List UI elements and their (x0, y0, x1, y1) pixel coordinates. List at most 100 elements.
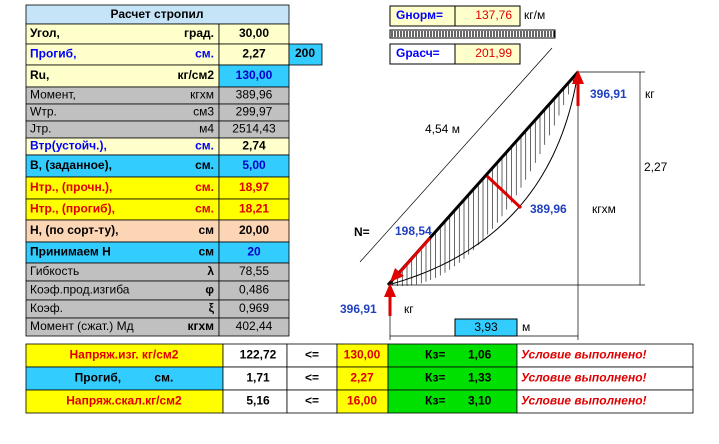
row-label: Jтр. (30, 122, 52, 136)
check-op: <= (305, 348, 319, 362)
row-label: Нтр., (прогиб), (30, 202, 115, 216)
value: 137,76 (475, 8, 512, 22)
check-status: Условие выполнено! (521, 394, 647, 408)
moment-line (485, 174, 523, 210)
value: 389,96 (530, 202, 567, 216)
label: Gнорм= (396, 8, 443, 22)
cell (516, 389, 694, 414)
row-unit: м4 (199, 122, 214, 136)
unit: кг (404, 302, 414, 316)
arrow-head (572, 70, 584, 84)
moment-hatch (387, 71, 579, 287)
cell (454, 5, 521, 27)
moment-curve (387, 71, 579, 286)
check-op: <= (305, 371, 319, 385)
row-value: 2514,43 (232, 122, 276, 136)
value: 396,91 (590, 87, 627, 101)
unit: кг/м (524, 8, 545, 22)
row-value: 389,96 (236, 88, 273, 102)
row-unit: ξ (209, 301, 215, 315)
dim-label: 2,27 (644, 160, 668, 174)
row-label: Гибкость (30, 264, 79, 278)
cell (387, 389, 518, 414)
unit: кг (645, 87, 655, 101)
row-value: 78,55 (239, 264, 269, 278)
row-unit: см (198, 245, 214, 259)
unit: кгхм (592, 202, 616, 216)
check-status: Условие выполнено! (521, 348, 647, 362)
unit: м (522, 320, 530, 334)
k-label: Кз= (425, 348, 445, 362)
k-value: 3,10 (468, 394, 492, 408)
row-unit: см. (195, 202, 214, 216)
row-label: В, (заданное), (30, 158, 112, 172)
row-value: 2,74 (242, 139, 266, 153)
row-unit: см. (195, 158, 214, 172)
row-unit: см. (195, 139, 214, 153)
row-unit: кгхм (190, 88, 214, 102)
row-value: 18,21 (239, 202, 269, 216)
k-label: Кз= (425, 394, 445, 408)
arrow-head (390, 268, 404, 282)
row-value: 30,00 (239, 26, 269, 40)
k-value: 1,33 (468, 371, 492, 385)
k-value: 1,06 (468, 348, 492, 362)
cell (25, 120, 220, 139)
row-unit: кгхм (187, 319, 214, 333)
cell (288, 43, 323, 66)
check-label: Прогиб, см. (75, 371, 174, 385)
row-value: 0,486 (239, 283, 269, 297)
check-value: 5,16 (246, 394, 270, 408)
check-op: <= (305, 394, 319, 408)
dim-label: 3,93 (474, 320, 498, 334)
row-label: Момент (сжат.) Мд (30, 319, 134, 333)
row-value: 20 (247, 245, 261, 259)
row-label: Угол, (30, 26, 60, 40)
row-label: Втр(устойч.), (30, 139, 107, 153)
cell (454, 43, 521, 65)
k-label: Кз= (425, 371, 445, 385)
row-value: 5,00 (242, 158, 266, 172)
cell (454, 318, 518, 337)
row-value: 402,44 (236, 319, 273, 333)
row-label: Прогиб, (30, 47, 76, 61)
row-label: Ru, (30, 68, 49, 82)
label: Gрасч= (396, 46, 440, 60)
force-arrow (398, 237, 432, 273)
row-value: 2,27 (242, 47, 266, 61)
row-label: Wтр. (30, 105, 57, 119)
label: N= (354, 225, 370, 239)
check-limit: 2,27 (350, 371, 374, 385)
row-unit: см. (195, 47, 214, 61)
row-label: Принимаем Н (30, 245, 111, 259)
cell (218, 317, 290, 337)
row-unit: кг/см2 (177, 68, 214, 82)
row-unit: см3 (193, 105, 214, 119)
check-limit: 16,00 (347, 394, 377, 408)
row-label: Коэф. (30, 301, 63, 315)
row-label: Коэф.прод.изгиба (30, 283, 130, 297)
row-value: 299,97 (236, 105, 273, 119)
row-label: Нтр., (прочн.), (30, 180, 112, 194)
check-label: Напряж.изг. кг/см2 (70, 348, 179, 362)
check-limit: 130,00 (344, 348, 381, 362)
value: 201,99 (475, 46, 512, 60)
check-status: Условие выполнено! (521, 371, 647, 385)
row-label: Момент, (30, 88, 76, 102)
row-value: 130,00 (236, 68, 273, 82)
check-value: 122,72 (240, 348, 277, 362)
dim-label: 4,54 м (425, 122, 460, 136)
value: 198,54 (395, 224, 432, 238)
cell (387, 366, 518, 391)
row-unit: град. (184, 26, 214, 40)
row-value: 18,97 (239, 180, 269, 194)
row-unit: φ (205, 283, 214, 297)
row-label: Н, (по сорт-ту), (30, 223, 118, 237)
row-value: 20,00 (239, 223, 269, 237)
table-title: Расчет стропил (110, 7, 203, 21)
row-unit: см (198, 223, 214, 237)
row-unit: λ (207, 264, 214, 278)
diagram: Gнорм= 137,76 кг/м Gрасч= 201,99 4,54 м … (340, 5, 668, 340)
extra-value: 200 (295, 46, 315, 60)
